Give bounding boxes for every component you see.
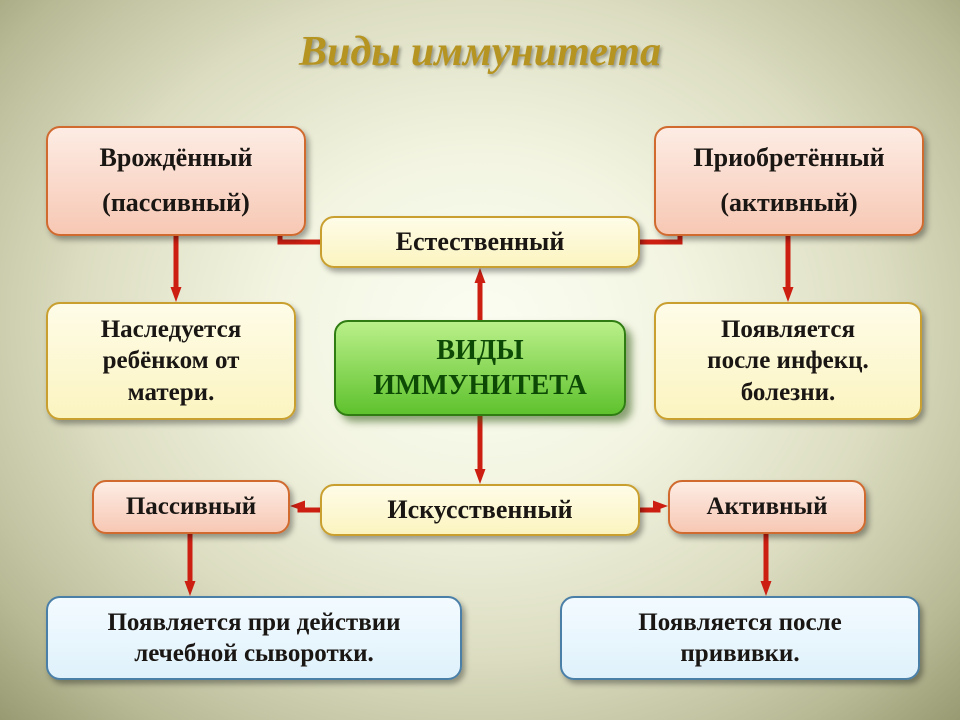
node-center-line: ИММУНИТЕТА: [373, 368, 587, 403]
node-serum-line: лечебной сыворотки.: [134, 638, 374, 669]
node-innate-line: (пассивный): [102, 187, 250, 220]
node-after_disease-line: болезни.: [741, 377, 836, 408]
node-inherit-line: матери.: [128, 377, 215, 408]
arrowhead-artificial-to-passive: [290, 501, 305, 512]
node-natural-line: Естественный: [396, 226, 565, 259]
node-innate-line: [175, 175, 178, 188]
node-acquired: Приобретённый (активный): [654, 126, 924, 236]
node-acquired-line: (активный): [720, 187, 857, 220]
node-acquired-line: Приобретённый: [693, 142, 884, 175]
arrowhead-acquired-to-disease: [783, 287, 794, 302]
node-after_disease-line: после инфекц.: [707, 345, 869, 376]
node-acquired-line: [788, 175, 791, 188]
node-vaccine-line: прививки.: [680, 638, 799, 669]
node-vaccine-line: Появляется после: [638, 607, 841, 638]
node-inherit-line: ребёнком от: [103, 345, 240, 376]
arrowhead-innate-to-inherit: [171, 287, 182, 302]
node-after_disease: Появляетсяпосле инфекц.болезни.: [654, 302, 922, 420]
node-inherit-line: Наследуется: [101, 314, 242, 345]
node-active2-line: Активный: [707, 491, 828, 522]
arrowhead-passive-to-serum: [185, 581, 196, 596]
node-passive2-line: Пассивный: [126, 491, 256, 522]
diagram-stage: Виды иммунитета ВИДЫИММУНИТЕТА Естественн…: [0, 0, 960, 720]
node-passive2: Пассивный: [92, 480, 290, 534]
node-center: ВИДЫИММУНИТЕТА: [334, 320, 626, 416]
arrowhead-center-to-artificial: [475, 469, 486, 484]
node-innate-line: Врождённый: [100, 142, 253, 175]
node-vaccine: Появляется послепрививки.: [560, 596, 920, 680]
node-natural: Естественный: [320, 216, 640, 268]
node-serum: Появляется при действиилечебной сыворотк…: [46, 596, 462, 680]
node-artificial: Искусственный: [320, 484, 640, 536]
arrow-artificial-to-active: [640, 506, 659, 510]
node-center-line: ВИДЫ: [436, 333, 523, 368]
diagram-title: Виды иммунитета: [0, 28, 960, 76]
node-inherit: Наследуетсяребёнком отматери.: [46, 302, 296, 420]
arrowhead-active-to-vaccine: [761, 581, 772, 596]
node-serum-line: Появляется при действии: [107, 607, 400, 638]
node-innate: Врождённый (пассивный): [46, 126, 306, 236]
arrowhead-artificial-to-active: [653, 501, 668, 512]
node-active2: Активный: [668, 480, 866, 534]
arrowhead-center-to-natural: [475, 268, 486, 283]
node-artificial-line: Искусственный: [387, 494, 572, 527]
node-after_disease-line: Появляется: [721, 314, 855, 345]
arrow-artificial-to-passive: [299, 506, 320, 510]
